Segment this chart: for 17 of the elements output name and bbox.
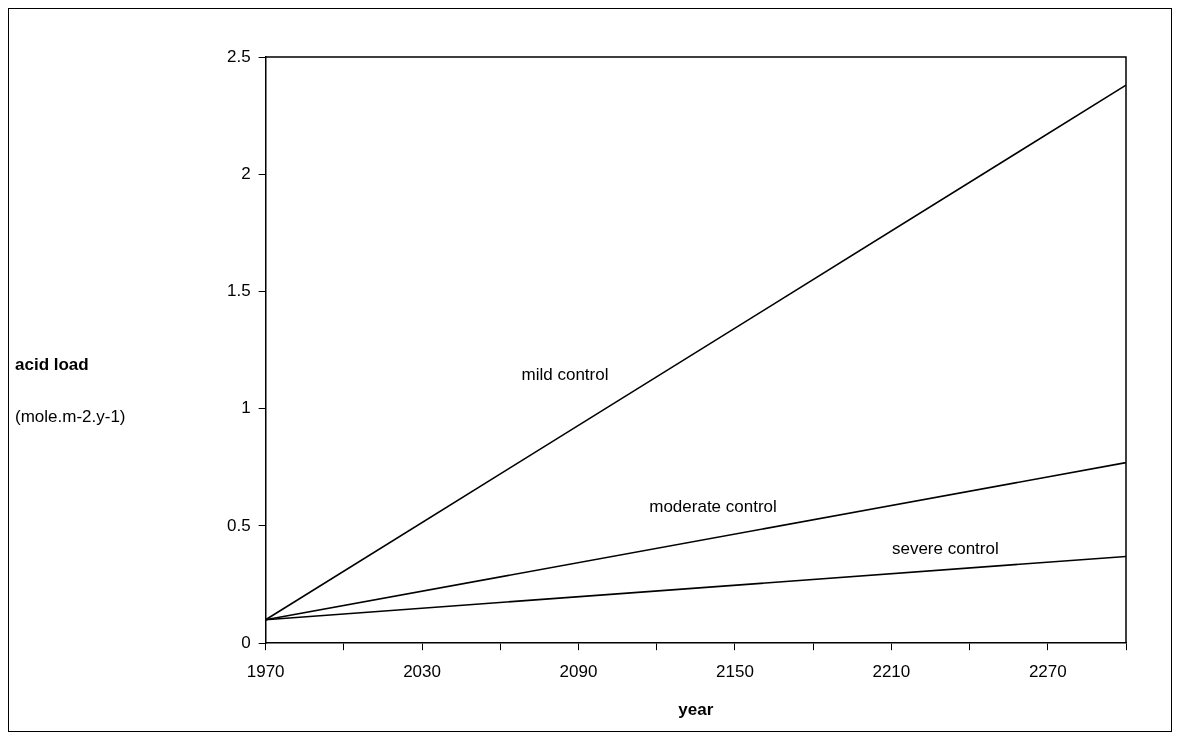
series-label: moderate control — [649, 497, 777, 517]
series-label: severe control — [891, 538, 999, 558]
y-tick-label: 1 — [241, 398, 251, 418]
x-tick-label: 2270 — [1028, 662, 1067, 682]
x-tick-label: 2150 — [716, 662, 754, 682]
x-tick-label: 1970 — [246, 662, 285, 682]
x-axis-title: year — [678, 700, 714, 720]
x-tick-label: 2210 — [872, 662, 911, 682]
y-tick-label: 0 — [241, 632, 251, 652]
y-tick-label: 0.5 — [226, 515, 251, 535]
y-tick-label: 2.5 — [226, 46, 251, 66]
x-tick-label: 2090 — [559, 662, 598, 682]
series-label: mild control — [521, 365, 609, 385]
y-tick-label: 1.5 — [226, 281, 251, 301]
x-tick-label: 2030 — [403, 662, 441, 682]
text: acid load (mole.m-2.y-1) — [15, 355, 126, 426]
y-tick-label: 2 — [241, 163, 251, 183]
